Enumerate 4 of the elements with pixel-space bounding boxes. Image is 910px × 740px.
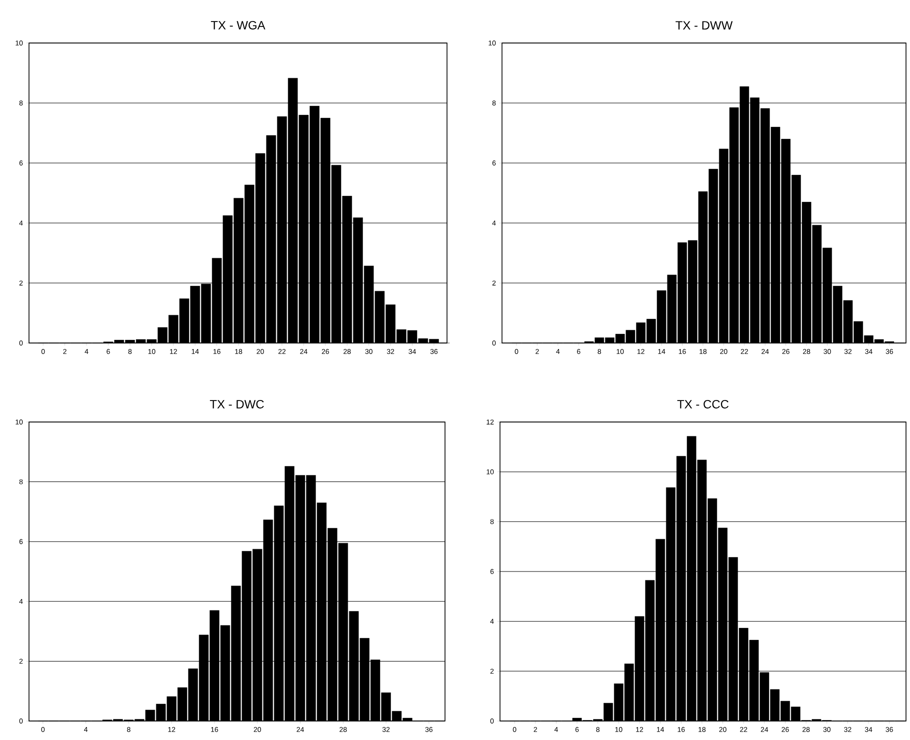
chart-title: TX - DWC bbox=[210, 400, 264, 408]
chart-title: TX - DWW bbox=[676, 21, 733, 30]
chart-title: TX - WGA bbox=[210, 20, 266, 30]
chart-title: TX - CCC bbox=[677, 400, 729, 408]
